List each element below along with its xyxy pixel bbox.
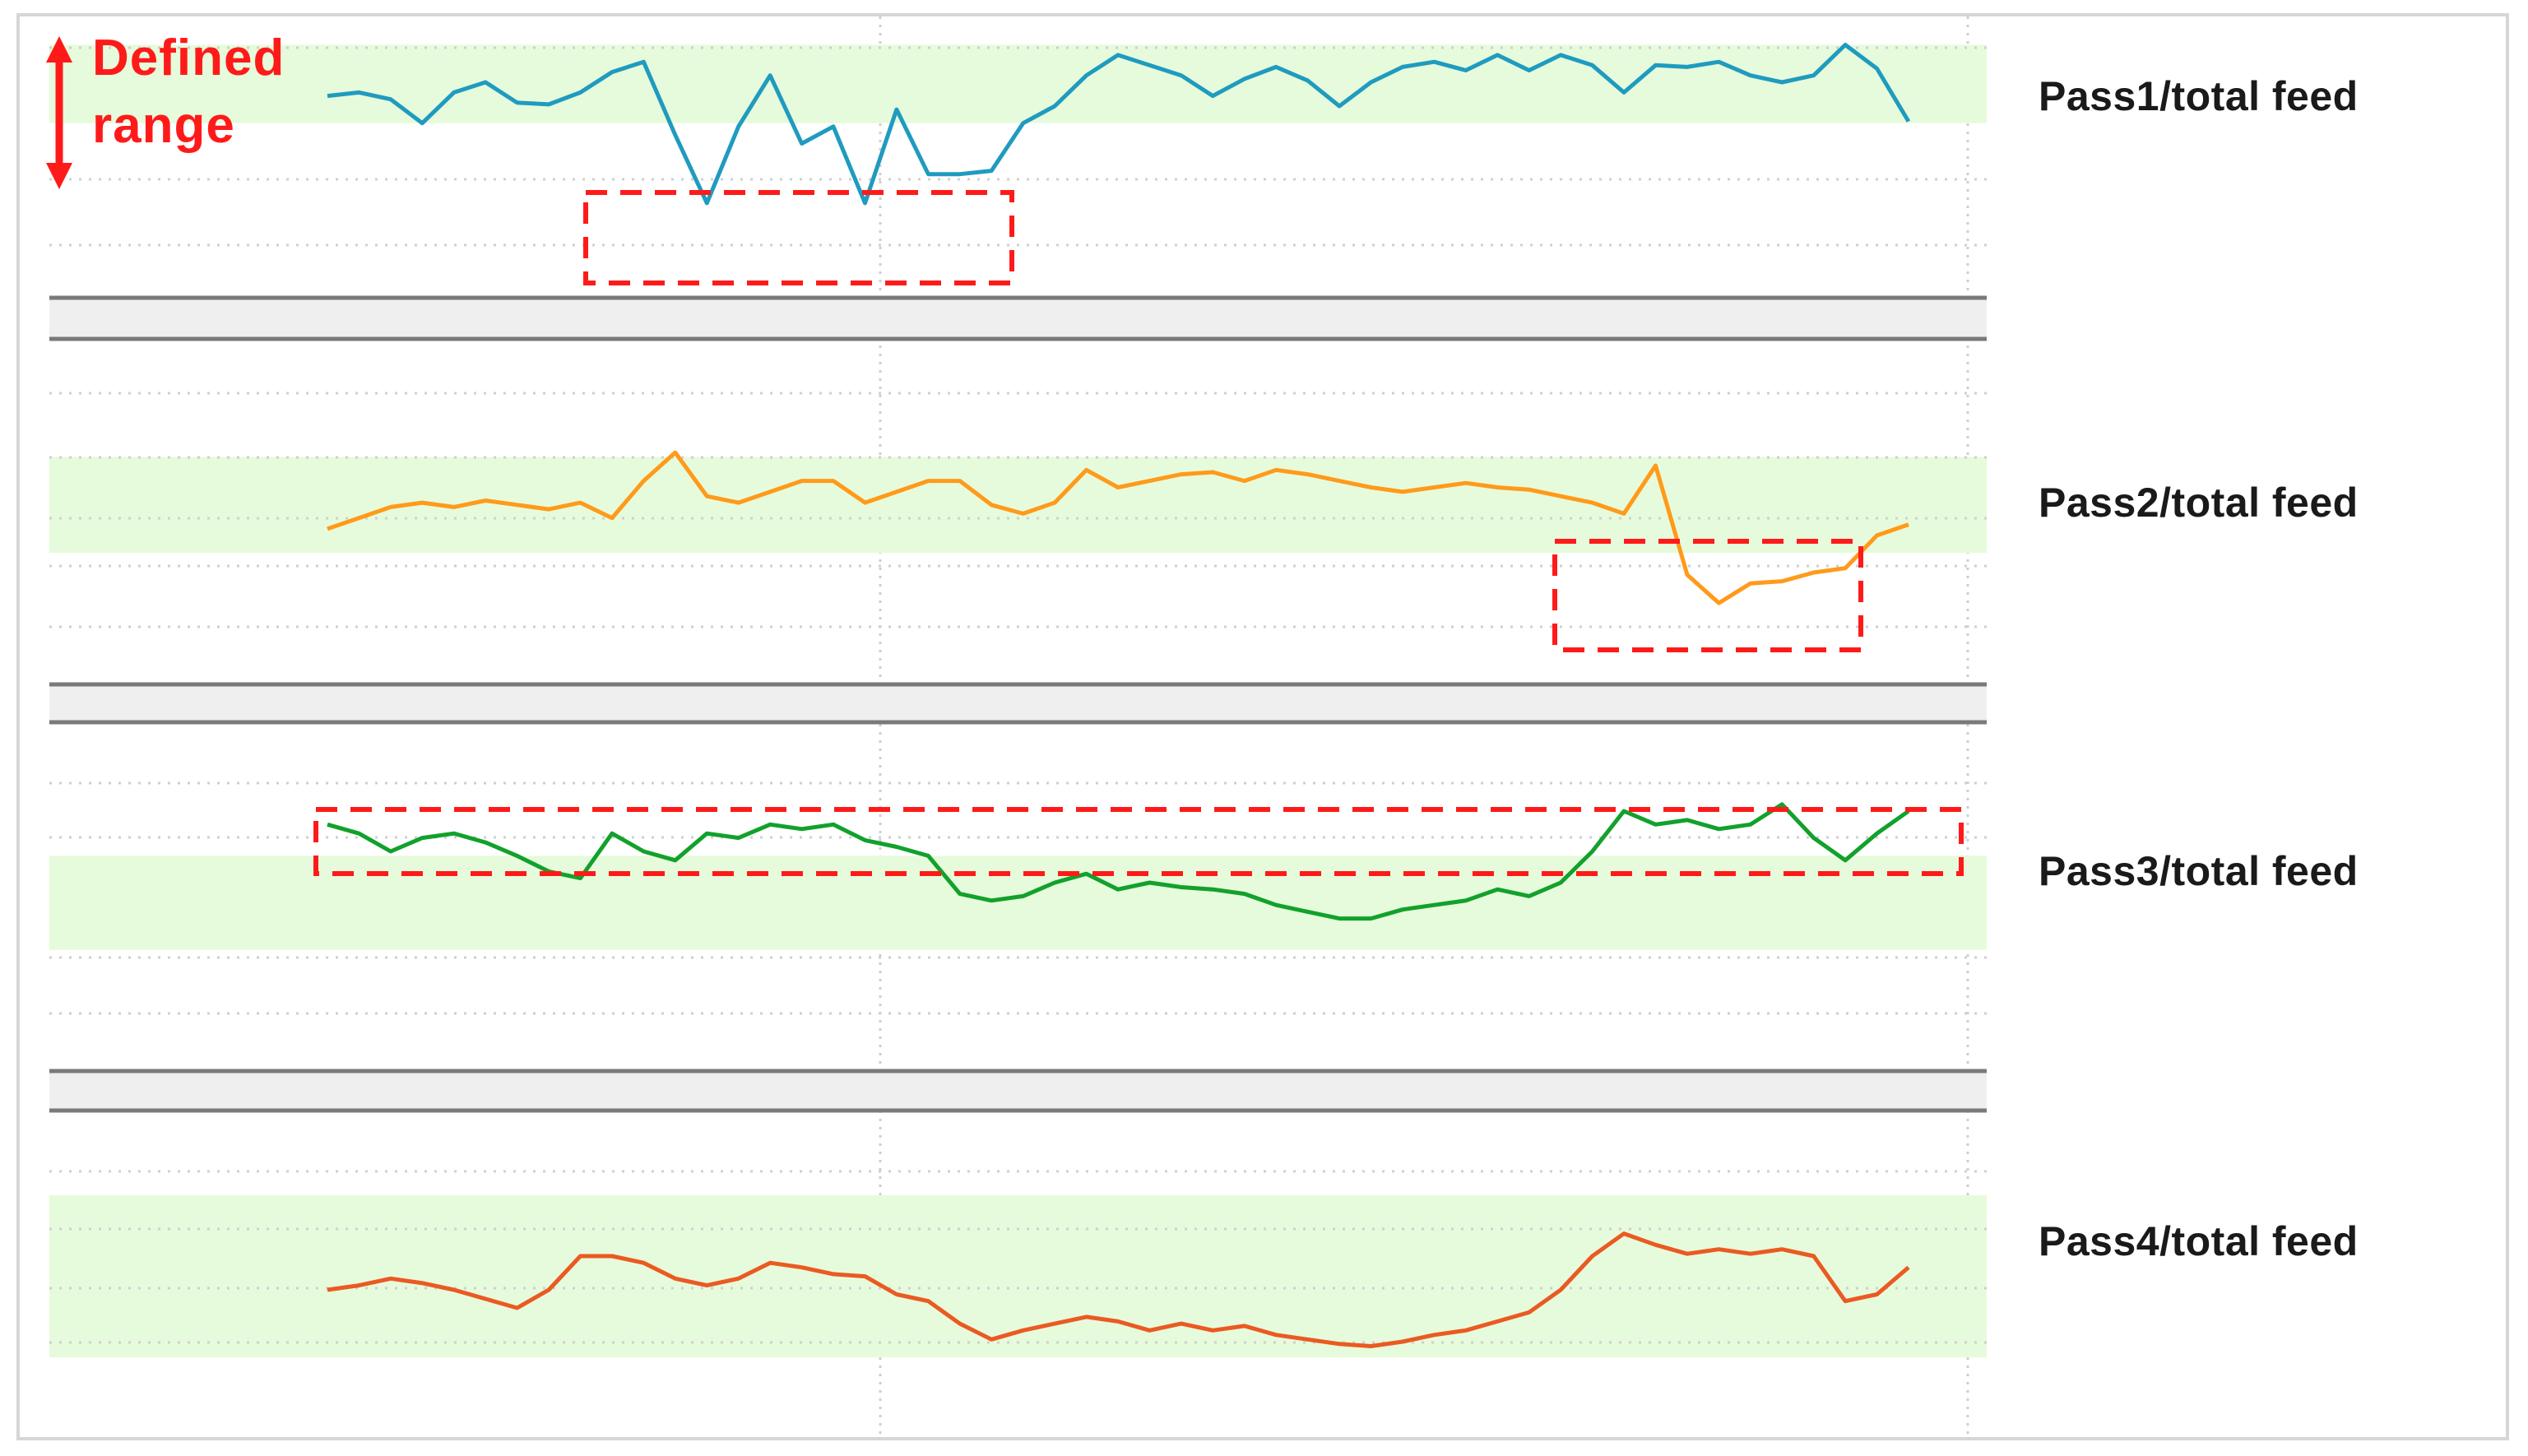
panel-separator — [49, 1071, 1987, 1111]
defined-range-label-line1: Defined — [92, 30, 285, 86]
pass1-label: Pass1/total feed — [2039, 73, 2359, 119]
pass2-label: Pass2/total feed — [2039, 480, 2359, 526]
series-line-pass4 — [327, 1231, 1910, 1348]
out-of-range-highlight-box — [313, 807, 1964, 876]
defined-range-band — [49, 457, 1987, 554]
out-of-range-highlight-box — [1552, 539, 1863, 652]
series-line-pass3 — [327, 802, 1910, 921]
series-line-pass2 — [327, 450, 1909, 605]
arrow-head-down-icon — [46, 163, 72, 189]
defined-range-band — [49, 856, 1987, 950]
out-of-range-highlight-box — [583, 190, 1014, 285]
series-line-pass1 — [327, 43, 1911, 206]
pass3-label: Pass3/total feed — [2039, 848, 2359, 894]
panel-separator — [49, 298, 1987, 339]
defined-range-band — [49, 44, 1987, 123]
defined-range-label-line2: range — [92, 97, 235, 154]
panel-separator — [49, 684, 1987, 722]
arrow-head-up-icon — [46, 36, 72, 63]
pass4-label: Pass4/total feed — [2039, 1218, 2359, 1264]
